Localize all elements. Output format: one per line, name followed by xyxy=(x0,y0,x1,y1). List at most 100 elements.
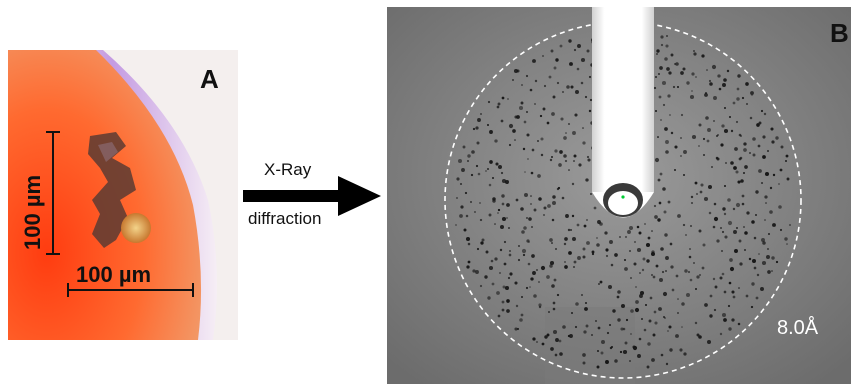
diffraction-spot xyxy=(499,272,501,274)
diffraction-spot xyxy=(764,219,766,221)
diffraction-spot xyxy=(632,345,635,348)
diffraction-spot xyxy=(569,62,573,66)
diffraction-spot xyxy=(786,243,788,245)
diffraction-spot xyxy=(765,172,769,176)
diffraction-spot xyxy=(634,241,636,243)
diffraction-spot xyxy=(646,243,650,247)
diffraction-spot xyxy=(767,248,769,250)
diffraction-spot xyxy=(575,302,579,306)
diffraction-spot xyxy=(572,183,574,185)
diffraction-spot xyxy=(675,334,679,338)
diffraction-spot xyxy=(558,163,562,167)
diffraction-spot xyxy=(704,93,708,97)
diffraction-spot xyxy=(506,203,510,207)
diffraction-spot xyxy=(733,102,736,105)
diffraction-spot xyxy=(758,169,762,173)
diffraction-spot xyxy=(639,338,642,341)
diffraction-spot xyxy=(644,329,647,332)
diffraction-spot xyxy=(677,86,679,88)
diffraction-spot xyxy=(521,296,523,298)
diffraction-spot xyxy=(536,269,538,271)
diffraction-spot xyxy=(654,321,657,324)
diffraction-spot xyxy=(554,149,557,152)
diffraction-spot xyxy=(786,155,789,158)
diffraction-spot xyxy=(480,241,483,244)
diffraction-spot xyxy=(686,81,689,84)
diffraction-spot xyxy=(500,249,502,251)
diffraction-spot xyxy=(568,39,571,42)
diffraction-spot xyxy=(557,294,559,296)
diffraction-spot xyxy=(488,101,490,103)
diffraction-spot xyxy=(704,303,708,307)
diffraction-spot xyxy=(699,230,702,233)
diffraction-spot xyxy=(686,293,690,297)
arrow-label-top: X-Ray xyxy=(264,160,311,180)
diffraction-spot xyxy=(655,110,657,112)
diffraction-spot xyxy=(733,208,735,210)
diffraction-spot xyxy=(589,76,591,78)
diffraction-spot xyxy=(690,225,692,227)
diffraction-spot xyxy=(778,183,780,185)
diffraction-spot xyxy=(552,195,555,198)
diffraction-spot xyxy=(601,340,605,344)
diffraction-spot xyxy=(685,234,687,236)
diffraction-spot xyxy=(642,269,644,271)
diffraction-spot xyxy=(674,145,677,148)
diffraction-spot xyxy=(562,197,565,200)
diffraction-spot xyxy=(562,325,566,329)
diffraction-spot xyxy=(668,71,671,74)
diffraction-spot xyxy=(662,187,666,191)
diffraction-spot xyxy=(693,262,695,264)
diffraction-spot xyxy=(583,362,586,365)
diffraction-spot xyxy=(665,150,669,154)
diffraction-spot xyxy=(609,324,611,326)
diffraction-spot xyxy=(530,89,533,92)
diffraction-spot xyxy=(659,202,662,205)
diffraction-spot xyxy=(468,243,471,246)
diffraction-spot xyxy=(553,302,556,305)
diffraction-spot xyxy=(659,96,662,99)
diffraction-spot xyxy=(526,287,528,289)
diffraction-spot xyxy=(677,312,679,314)
diffraction-spot xyxy=(480,219,482,221)
diffraction-spot xyxy=(572,215,574,217)
diffraction-spot xyxy=(646,259,649,262)
diffraction-spot xyxy=(651,230,653,232)
diffraction-spot xyxy=(657,218,660,221)
diffraction-spot xyxy=(557,188,559,190)
diffraction-spot xyxy=(658,73,660,75)
diffraction-spot xyxy=(509,250,511,252)
diffraction-spot xyxy=(651,358,655,362)
diffraction-spot xyxy=(751,282,754,285)
diffraction-spot xyxy=(660,35,663,38)
diffraction-spot xyxy=(474,211,476,213)
diffraction-spot xyxy=(460,205,463,208)
diffraction-spot xyxy=(517,328,519,330)
diffraction-spot xyxy=(612,309,615,312)
diffraction-spot xyxy=(754,237,757,240)
diffraction-spot xyxy=(568,169,570,171)
diffraction-spot xyxy=(555,354,558,357)
diffraction-spot xyxy=(735,170,738,173)
diffraction-spot xyxy=(552,219,555,222)
diffraction-spot xyxy=(498,103,501,106)
diffraction-spot xyxy=(663,104,665,106)
diffraction-spot xyxy=(538,197,542,201)
diffraction-spot xyxy=(559,340,562,343)
diffraction-spot xyxy=(550,261,554,265)
diffraction-spot xyxy=(756,297,759,300)
diffraction-spot xyxy=(514,281,517,284)
diffraction-spot xyxy=(713,278,715,280)
diffraction-spot xyxy=(536,341,538,343)
diffraction-spot xyxy=(710,295,713,298)
diffraction-spot xyxy=(674,169,676,171)
diffraction-spot xyxy=(604,231,607,234)
diffraction-spot xyxy=(516,305,518,307)
diffraction-spot xyxy=(549,76,552,79)
diffraction-spot xyxy=(596,237,598,239)
diffraction-spot xyxy=(728,221,732,225)
diffraction-spot xyxy=(739,134,742,137)
diffraction-spot xyxy=(656,53,658,55)
diffraction-spot xyxy=(512,79,514,81)
diffraction-spot xyxy=(489,160,493,164)
